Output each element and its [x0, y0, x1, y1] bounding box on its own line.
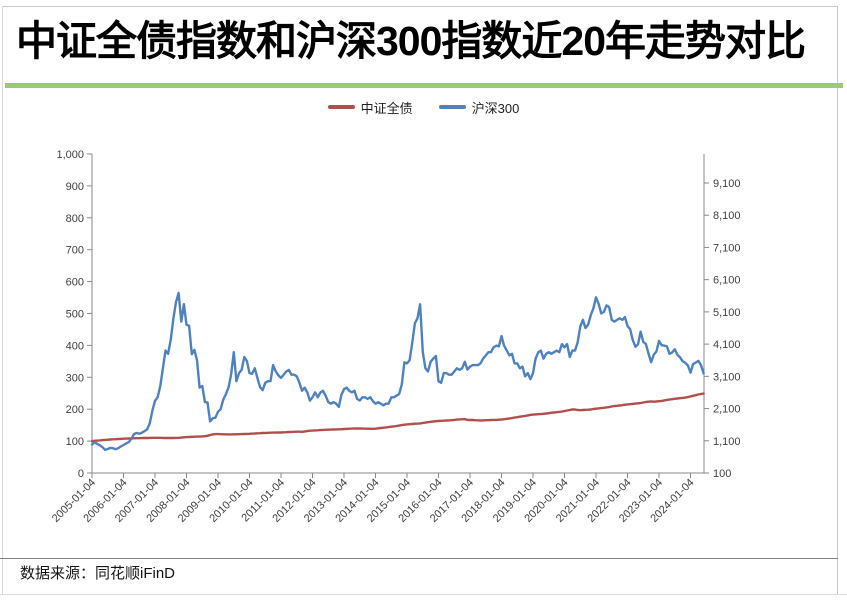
left-axis-tick-label: 900	[66, 181, 84, 193]
green-divider	[5, 83, 843, 88]
footer-divider-light	[0, 594, 847, 595]
right-axis-tick-label: 2,100	[713, 404, 741, 416]
data-source-note: 数据来源：同花顺iFinD	[20, 565, 176, 582]
legend-item-bond: 中证全债	[327, 98, 413, 117]
chart-legend: 中证全债 沪深300	[0, 97, 847, 117]
left-axis-tick-label: 0	[78, 468, 84, 480]
page-title: 中证全债指数和沪深300指数近20年走势对比	[16, 18, 806, 64]
left-axis-tick-label: 200	[66, 404, 84, 416]
bond-line-marker-icon	[327, 105, 355, 109]
left-axis-tick-label: 300	[66, 372, 84, 384]
legend-label-hs300: 沪深300	[471, 100, 520, 116]
right-border	[837, 6, 838, 594]
left-axis-tick-label: 500	[66, 309, 84, 321]
right-axis-tick-label: 6,100	[713, 275, 741, 287]
right-axis-tick-label: 4,100	[713, 339, 741, 351]
legend-item-hs300: 沪深300	[438, 98, 520, 117]
right-axis-tick-label: 7,100	[713, 242, 741, 254]
right-axis-tick-label: 5,100	[713, 307, 741, 319]
legend-label-bond: 中证全债	[360, 100, 413, 116]
right-axis-tick-label: 8,100	[713, 210, 741, 222]
right-axis-tick-label: 100	[713, 468, 731, 480]
right-axis-tick-label: 3,100	[713, 371, 741, 383]
left-axis-tick-label: 100	[66, 436, 84, 448]
top-border	[2, 6, 838, 7]
hs300-index-line	[90, 291, 705, 451]
bond-index-line	[90, 392, 705, 443]
left-axis-tick-label: 600	[66, 277, 84, 289]
left-axis-tick-label: 1,000	[56, 149, 84, 161]
left-axis-tick-label: 800	[66, 213, 84, 225]
hs300-line-marker-icon	[438, 105, 466, 109]
right-axis-tick-label: 9,100	[713, 178, 741, 190]
left-axis-tick-label: 400	[66, 340, 84, 352]
left-axis-tick-label: 700	[66, 245, 84, 257]
left-border	[2, 6, 3, 594]
footer-divider-dark	[0, 558, 838, 559]
right-axis-tick-label: 1,100	[713, 436, 741, 448]
